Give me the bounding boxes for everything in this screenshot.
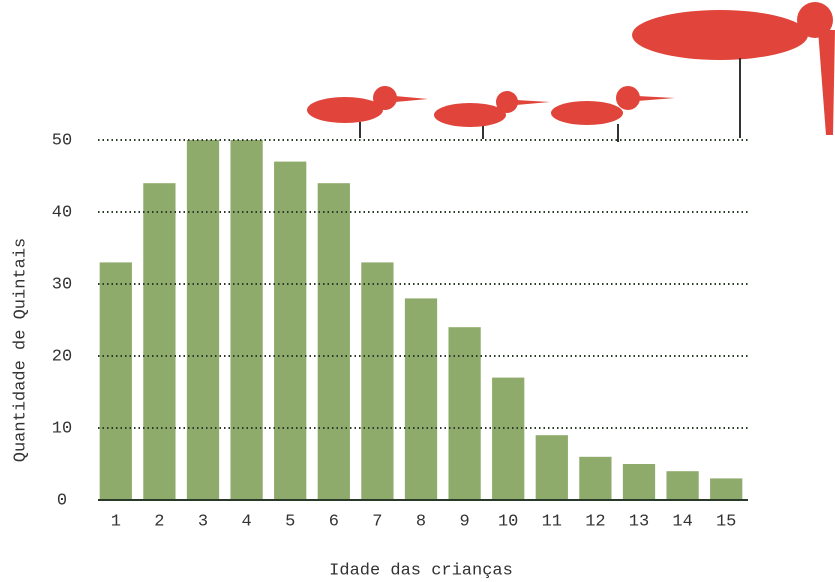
bar [186,140,220,500]
bar [535,435,568,500]
decorative-birds [307,2,835,142]
x-tick-label: 1 [111,512,121,531]
x-tick-label: 10 [498,512,518,531]
x-tick-label: 4 [241,512,251,531]
bar [274,161,307,500]
x-tick-label: 2 [154,512,164,531]
y-axis-label: Quantidade de Quintais [11,238,30,462]
bar [317,183,350,500]
x-tick-label: 9 [459,512,469,531]
y-tick-label: 10 [52,419,72,438]
bar [710,478,743,500]
bar [666,471,699,500]
x-tick-label: 11 [542,512,562,531]
bar [579,456,612,500]
x-tick-label: 13 [629,512,649,531]
x-axis-label: Idade das crianças [329,561,513,580]
x-tick-label: 7 [372,512,382,531]
bar [361,262,394,500]
bar [99,262,132,500]
bird [434,91,550,139]
bird [551,86,675,142]
y-tick-label: 20 [52,347,72,366]
y-tick-label: 0 [57,491,67,510]
bird [632,2,835,138]
x-tick-label: 15 [716,512,736,531]
x-tick-label: 3 [198,512,208,531]
x-tick-label: 6 [329,512,339,531]
y-tick-label: 40 [52,203,72,222]
x-tick-label: 14 [672,512,692,531]
bar [622,464,656,500]
y-tick-label: 50 [52,131,72,150]
x-tick-label: 12 [585,512,605,531]
bird [307,86,428,138]
bar [404,298,438,500]
y-tick-label: 30 [52,275,72,294]
bar [492,377,525,500]
x-tick-label: 8 [416,512,426,531]
bar [143,183,176,500]
bar [448,327,481,500]
bar [230,140,263,500]
x-tick-label: 5 [285,512,295,531]
